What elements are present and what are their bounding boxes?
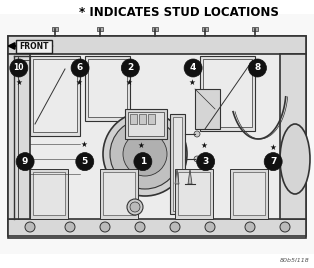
Bar <box>178 172 210 215</box>
Circle shape <box>197 152 215 171</box>
Bar <box>233 172 265 215</box>
Text: ★: ★ <box>15 78 22 87</box>
Bar <box>8 36 306 238</box>
Text: ★: ★ <box>189 78 196 87</box>
Text: ★: ★ <box>76 78 83 87</box>
Circle shape <box>194 131 200 137</box>
Bar <box>30 56 80 136</box>
Bar <box>8 54 30 219</box>
Bar <box>103 172 135 215</box>
Bar <box>88 59 127 117</box>
Circle shape <box>170 222 180 232</box>
Bar <box>30 169 68 219</box>
Circle shape <box>16 152 34 171</box>
Circle shape <box>245 222 255 232</box>
Bar <box>128 112 164 136</box>
Bar <box>252 27 258 31</box>
Bar <box>173 117 182 211</box>
Bar <box>175 169 213 219</box>
Text: 10: 10 <box>14 64 24 73</box>
Bar <box>16 40 52 53</box>
Circle shape <box>121 59 139 77</box>
Circle shape <box>264 152 282 171</box>
Text: 1: 1 <box>140 157 146 166</box>
Polygon shape <box>188 169 192 184</box>
Bar <box>280 54 306 219</box>
Text: 4: 4 <box>190 64 196 73</box>
Polygon shape <box>195 89 220 129</box>
Text: * INDICATES STUD LOCATIONS: * INDICATES STUD LOCATIONS <box>79 6 279 19</box>
Circle shape <box>135 222 145 232</box>
Circle shape <box>100 222 110 232</box>
Circle shape <box>194 181 200 187</box>
Bar <box>33 172 65 215</box>
Circle shape <box>127 199 143 215</box>
Circle shape <box>280 222 290 232</box>
Bar <box>97 27 103 31</box>
Bar <box>148 114 155 124</box>
Bar <box>202 27 208 31</box>
Circle shape <box>71 59 89 77</box>
Text: ★: ★ <box>80 140 87 149</box>
Circle shape <box>130 202 140 212</box>
Circle shape <box>25 222 35 232</box>
Text: 9: 9 <box>22 157 28 166</box>
Bar <box>33 59 77 132</box>
Text: 6: 6 <box>77 64 83 73</box>
Text: 2: 2 <box>127 64 133 73</box>
Text: 7: 7 <box>270 157 276 166</box>
Ellipse shape <box>280 124 310 194</box>
Circle shape <box>10 59 28 77</box>
Bar <box>125 109 167 139</box>
Text: 80b5l118: 80b5l118 <box>280 258 310 263</box>
Circle shape <box>110 119 180 189</box>
Circle shape <box>103 112 187 196</box>
Bar <box>52 27 58 31</box>
Text: ★: ★ <box>201 141 208 150</box>
Bar <box>8 36 306 54</box>
Text: 5: 5 <box>82 157 88 166</box>
Text: ★: ★ <box>125 78 132 87</box>
Circle shape <box>248 59 267 77</box>
Circle shape <box>194 156 200 162</box>
Text: 3: 3 <box>203 157 209 166</box>
Bar <box>152 27 158 31</box>
Bar <box>200 56 255 131</box>
Bar <box>130 114 137 124</box>
Bar <box>85 56 130 121</box>
Text: ★: ★ <box>269 143 276 152</box>
Bar <box>139 114 146 124</box>
Circle shape <box>76 152 94 171</box>
Bar <box>203 59 252 127</box>
Text: FRONT: FRONT <box>19 42 49 51</box>
Bar <box>100 169 138 219</box>
Circle shape <box>65 222 75 232</box>
Bar <box>230 169 268 219</box>
Circle shape <box>134 152 152 171</box>
Text: ★: ★ <box>138 141 145 150</box>
Circle shape <box>123 132 167 176</box>
Circle shape <box>205 222 215 232</box>
Polygon shape <box>175 169 179 184</box>
Bar <box>8 219 306 236</box>
Bar <box>170 114 185 214</box>
Circle shape <box>184 59 202 77</box>
Text: 8: 8 <box>254 64 261 73</box>
